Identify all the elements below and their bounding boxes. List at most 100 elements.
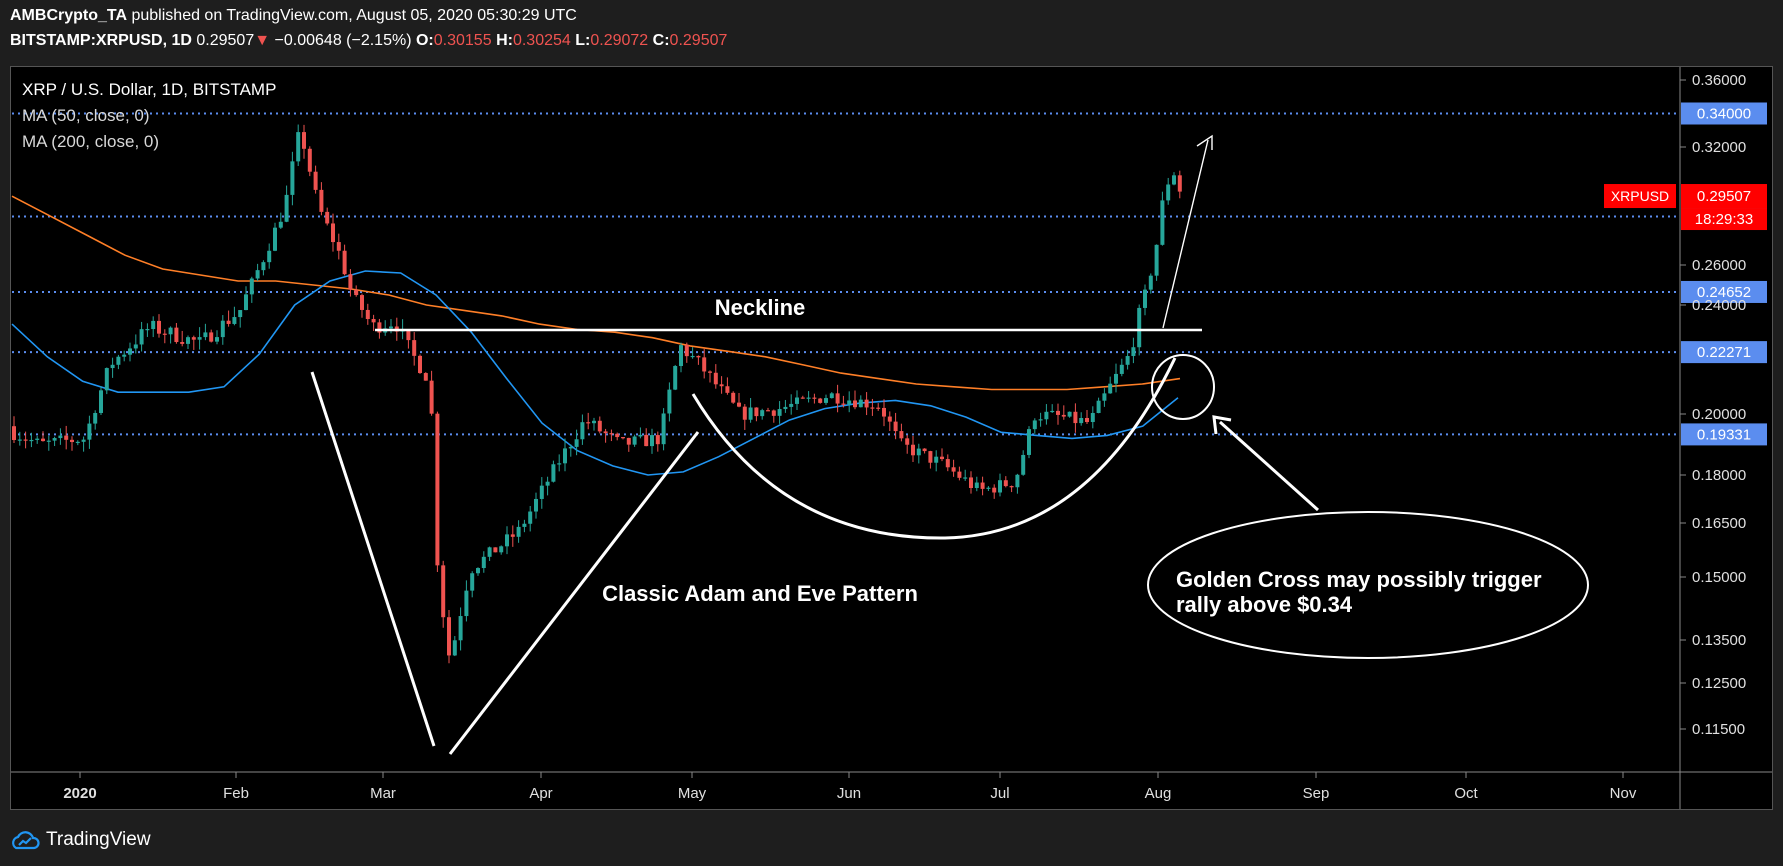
level-price-tag xyxy=(1681,102,1767,125)
candle-body xyxy=(232,317,237,324)
candle-body xyxy=(922,448,927,452)
symbol-name: BITSTAMP:XRPUSD, 1D xyxy=(10,32,192,49)
candle-body xyxy=(325,211,330,224)
ma200-legend[interactable]: MA (200, close, 0) xyxy=(22,132,160,151)
candle-body xyxy=(429,380,434,414)
candle-body xyxy=(858,399,863,408)
candle-body xyxy=(249,278,254,295)
candle-body xyxy=(342,250,347,275)
author-name[interactable]: AMBCrypto_TA xyxy=(10,7,128,24)
candle-body xyxy=(128,348,132,355)
candle-body xyxy=(766,410,770,412)
candle-body xyxy=(609,433,614,435)
candle-body xyxy=(940,456,944,460)
candle-body xyxy=(974,482,979,488)
candle-body xyxy=(1108,383,1113,394)
countdown-label: 18:29:33 xyxy=(1695,211,1753,228)
candle-body xyxy=(748,407,753,420)
candle-body xyxy=(1119,364,1124,374)
publish-info: AMBCrypto_TA published on TradingView.co… xyxy=(10,6,577,26)
candle-body xyxy=(220,320,225,338)
pattern-label: Classic Adam and Eve Pattern xyxy=(602,581,918,606)
candle-body xyxy=(1148,275,1153,290)
candle-body xyxy=(673,366,678,390)
candle-body xyxy=(510,534,515,537)
candle-body xyxy=(719,384,724,387)
candle-body xyxy=(1137,307,1142,348)
price-tick-label: 0.15000 xyxy=(1692,569,1746,586)
candle-body xyxy=(1125,356,1130,365)
candle-body xyxy=(377,322,382,333)
candle-body xyxy=(458,616,463,641)
candle-body xyxy=(545,481,550,486)
candle-body xyxy=(934,456,939,463)
candle-body xyxy=(476,568,480,574)
candle-body xyxy=(783,406,788,410)
callout-text: Golden Cross may possibly trigger xyxy=(1176,567,1542,592)
time-tick-label: Nov xyxy=(1610,785,1637,802)
candle-body xyxy=(603,431,608,434)
candle-body xyxy=(133,344,138,349)
current-symbol-label: XRPUSD xyxy=(1611,188,1669,204)
candle-body xyxy=(951,467,956,472)
time-tick-label: Aug xyxy=(1145,785,1172,802)
candle-body xyxy=(99,390,103,413)
candle-body xyxy=(209,332,214,342)
candle-body xyxy=(708,371,712,373)
candle-body xyxy=(841,403,846,405)
candle-body xyxy=(516,526,521,537)
candle-body xyxy=(313,171,318,190)
candle-body xyxy=(70,439,74,443)
candle-body xyxy=(493,547,498,553)
candle-body xyxy=(592,420,596,424)
candle-body xyxy=(713,372,718,385)
open-value: 0.30155 xyxy=(433,32,492,49)
candle-body xyxy=(563,448,567,464)
candle-body xyxy=(336,242,341,251)
candle-body xyxy=(597,420,602,432)
candle-body xyxy=(1050,410,1055,413)
candle-body xyxy=(168,327,173,335)
low-value: 0.29072 xyxy=(590,32,649,49)
candle-body xyxy=(365,309,370,320)
candle-body xyxy=(731,392,736,403)
ma50-legend[interactable]: MA (50, close, 0) xyxy=(22,106,150,125)
down-arrow-icon: ▼ xyxy=(254,32,271,49)
candle-body xyxy=(539,485,544,499)
candle-body xyxy=(806,397,811,399)
time-tick-label: Sep xyxy=(1303,785,1330,802)
candle-body xyxy=(800,397,805,399)
candle-body xyxy=(452,640,457,656)
candle-body xyxy=(957,471,962,478)
candle-body xyxy=(389,326,393,329)
candle-body xyxy=(104,368,109,391)
candle-body xyxy=(887,416,892,422)
candle-body xyxy=(1090,412,1095,423)
candle-body xyxy=(238,310,243,318)
candle-body xyxy=(110,364,115,369)
candle-body xyxy=(1061,414,1066,417)
candle-body xyxy=(273,227,277,251)
last-price: 0.29507 xyxy=(196,32,255,49)
candle-body xyxy=(412,340,417,356)
candle-body xyxy=(174,327,179,343)
price-change: −0.00648 (−2.15%) xyxy=(274,32,412,49)
chart-frame[interactable] xyxy=(10,66,1773,810)
adam-left-line xyxy=(310,371,436,747)
publish-date: published on TradingView.com, August 05,… xyxy=(131,7,577,24)
candle-body xyxy=(916,448,921,456)
level-price-tag xyxy=(1681,341,1767,364)
candle-body xyxy=(267,250,272,263)
candle-body xyxy=(261,262,266,271)
candle-body xyxy=(754,407,759,417)
high-label: H: xyxy=(496,32,513,49)
candle-body xyxy=(203,332,208,338)
candle-body xyxy=(116,356,121,365)
tradingview-brand[interactable]: TradingView xyxy=(10,829,151,851)
candle-body xyxy=(29,439,34,442)
candle-body xyxy=(1003,480,1008,487)
candle-body xyxy=(557,463,562,465)
time-tick-label: Jul xyxy=(990,785,1009,802)
candle-body xyxy=(41,438,45,442)
